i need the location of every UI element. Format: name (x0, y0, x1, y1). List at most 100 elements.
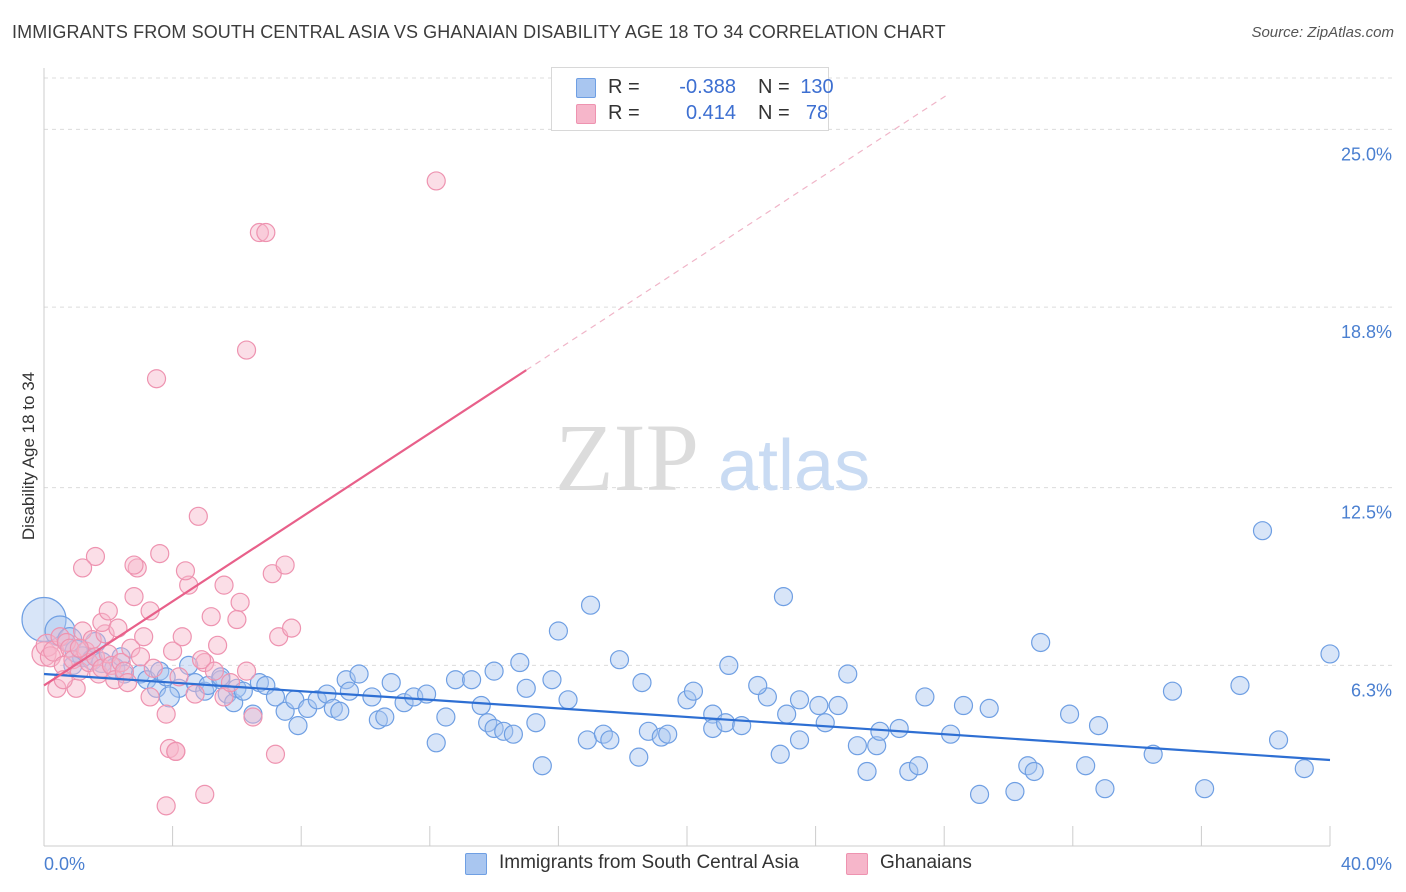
blue-point (1252, 521, 1273, 541)
blue-point (838, 664, 858, 684)
blue-point (683, 681, 704, 701)
legend-n-label: N = (758, 76, 790, 98)
pink-point (281, 618, 302, 638)
blue-point (1095, 779, 1115, 799)
pink-point (230, 592, 250, 612)
pink-point (146, 369, 167, 389)
correlation-legend: R = -0.388 N = 130 R = 0.414 N = 78 (551, 67, 834, 131)
pink-point (134, 627, 154, 647)
x-tick-label: 40.0% (1341, 854, 1392, 874)
blue-point (510, 652, 530, 673)
blue-point (471, 695, 491, 716)
pink-point (143, 658, 163, 678)
axes (43, 68, 1331, 847)
pink-point (195, 784, 215, 805)
pink-point (172, 627, 192, 647)
blue-point (1294, 758, 1314, 779)
pink-point (156, 704, 176, 724)
blue-point (1076, 756, 1096, 776)
legend-swatch-pink (576, 104, 596, 124)
pink-point (60, 638, 80, 658)
pink-point (117, 672, 138, 693)
blue-point (658, 724, 678, 744)
pink-point (72, 558, 93, 578)
blue-point (969, 784, 990, 805)
trend-lines (43, 94, 1331, 762)
blue-point (632, 672, 652, 693)
pink-trend-extension (525, 94, 948, 371)
blue-point (1005, 781, 1025, 802)
pink-point (249, 222, 270, 243)
blue-point (526, 713, 546, 733)
pink-point (236, 661, 257, 681)
blue-point (265, 687, 286, 707)
pink-point (236, 340, 257, 360)
blue-point (789, 730, 810, 750)
pink-point (220, 672, 241, 693)
blue-point (828, 695, 848, 716)
blue-point (503, 724, 523, 744)
blue-point (789, 690, 810, 710)
blue-point (748, 675, 768, 696)
blue-point (770, 744, 790, 764)
x-tick-label: 0.0% (44, 854, 85, 874)
blue-point (908, 756, 929, 776)
blue-point (381, 672, 401, 693)
pink-point (166, 741, 186, 762)
blue-point (600, 730, 620, 750)
blue-point (558, 690, 578, 710)
blue-point (715, 713, 736, 733)
blue-point (857, 761, 877, 782)
pink-point (85, 546, 106, 567)
y-tick-label: 12.5% (1341, 503, 1392, 523)
pink-point (124, 586, 144, 607)
blue-point (375, 707, 395, 727)
pink-point (130, 647, 151, 667)
pink-point (204, 661, 224, 681)
blue-point (1088, 715, 1109, 736)
blue-point (426, 733, 446, 753)
blue-point (330, 701, 350, 721)
blue-point (158, 686, 180, 708)
legend-swatch-blue (576, 78, 596, 98)
series-legend-label: Immigrants from South Central Asia (499, 852, 799, 873)
pink-point (98, 601, 118, 621)
pink-point (163, 641, 183, 661)
pink-point (175, 561, 196, 581)
series-legend-label: Ghanaians (880, 852, 972, 873)
blue-point (580, 595, 601, 615)
pink-point (185, 684, 205, 704)
pink-point (208, 635, 228, 655)
pink-point (108, 618, 128, 638)
grid-lines (44, 77, 1392, 666)
series-legend-swatch-pink (846, 853, 868, 875)
blue-point (979, 698, 999, 719)
legend-r-value: 0.414 (685, 102, 736, 124)
tick-labels: 6.3% 12.5% 18.8% 25.0% 0.0% 40.0% (44, 144, 1392, 874)
blue-point (609, 650, 630, 670)
pink-point (256, 222, 276, 243)
y-tick-label: 6.3% (1351, 680, 1392, 700)
blue-point (889, 718, 909, 739)
blue-point (1162, 681, 1183, 701)
pink-point (214, 687, 234, 707)
blue-point (773, 586, 794, 607)
blue-point (847, 736, 867, 756)
blue-point (307, 690, 327, 710)
blue-trend-line (43, 672, 1331, 762)
blue-point (953, 695, 974, 716)
pink-point (156, 796, 176, 816)
pink-point (201, 607, 221, 627)
blue-point (1195, 779, 1215, 799)
blue-point (516, 678, 536, 698)
chart-source: Source: ZipAtlas.com (1251, 24, 1394, 41)
blue-point (1059, 704, 1080, 724)
series-legend: Immigrants from South Central Asia Ghana… (0, 852, 1406, 878)
pink-point (124, 555, 144, 575)
pink-point (243, 707, 263, 727)
pink-point (275, 555, 295, 575)
blue-point (532, 756, 552, 776)
pink-point (426, 171, 446, 191)
blue-point (445, 670, 466, 690)
blue-point (436, 707, 456, 727)
